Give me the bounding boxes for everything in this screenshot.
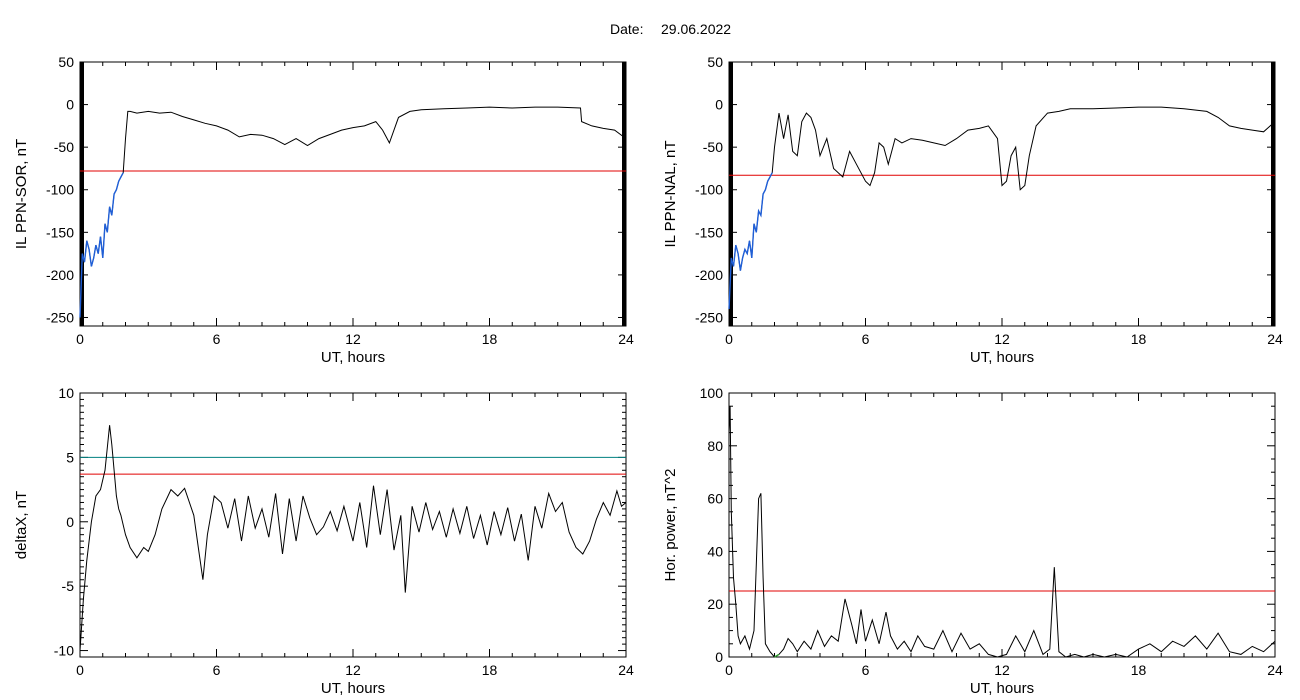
figure-title-prefix: Date: bbox=[610, 21, 643, 37]
figure-title-date: 29.06.2022 bbox=[661, 21, 731, 37]
plot-frame bbox=[79, 61, 627, 327]
